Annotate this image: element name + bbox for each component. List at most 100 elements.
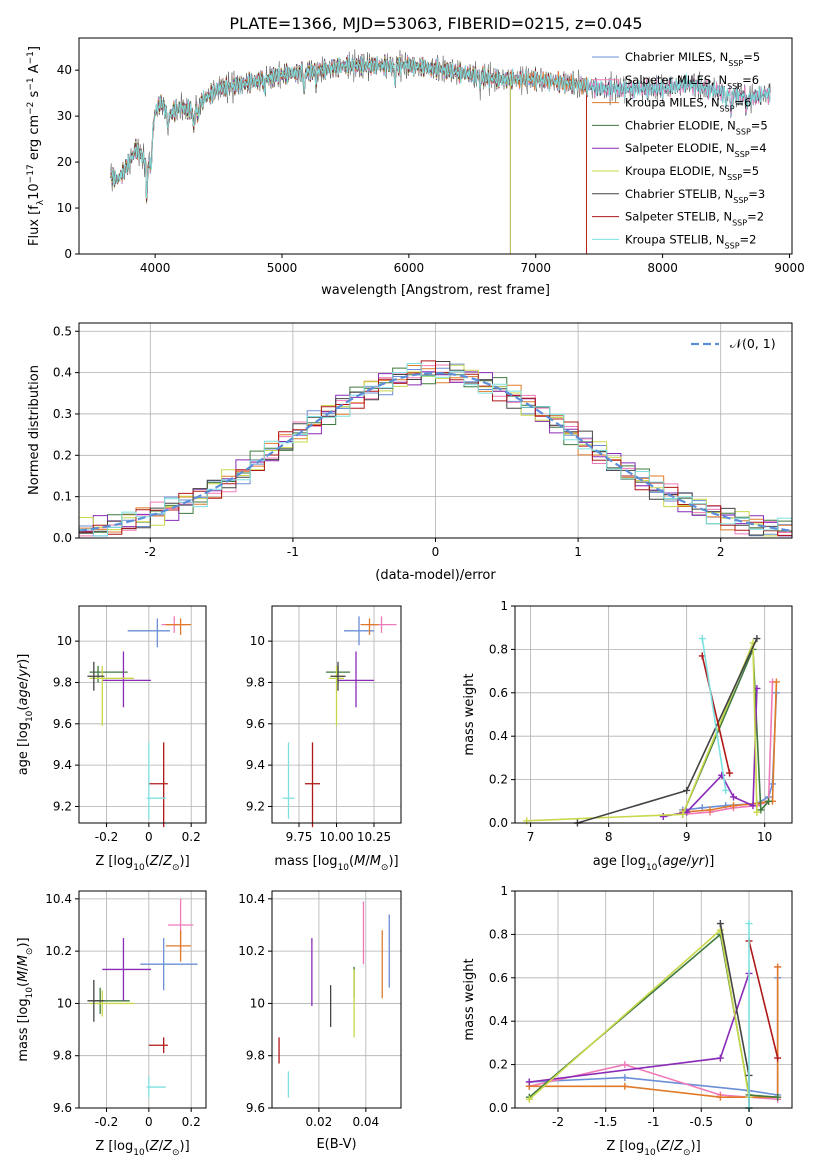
massweight-vs-Z-series-marker bbox=[716, 1093, 724, 1101]
mass-vs-Z-frame bbox=[78, 890, 207, 1109]
spectrum-legend-label: Chabrier ELODIE, NSSP=5 bbox=[625, 118, 768, 136]
figure-title: PLATE=1366, MJD=53063, FIBERID=0215, z=0… bbox=[229, 14, 642, 33]
spectrum-plot-area bbox=[110, 49, 771, 254]
massweight-vs-age-series-marker bbox=[722, 786, 730, 794]
spectrum-x-axis-label: wavelength [Angstrom, rest frame] bbox=[321, 283, 550, 298]
age-vs-mass-ytick-label: 9.4 bbox=[246, 758, 265, 772]
spectrum-model-line bbox=[110, 54, 587, 254]
mass-vs-Z-plot-area bbox=[87, 898, 198, 1098]
age-vs-mass-xtick-label: 10.25 bbox=[357, 830, 391, 844]
residuals-ytick-label: 0.4 bbox=[53, 366, 72, 380]
massweight-vs-age-xtick-label: 8 bbox=[605, 830, 613, 844]
residuals-panel: -2 -1 0 1 2 0.0 0.1 0.2 0.3 0.4 0.5 𝒩(0, 1) bbox=[53, 322, 793, 559]
massweight-vs-Z-series-marker bbox=[774, 963, 782, 971]
residuals-xtick-label: -2 bbox=[144, 545, 156, 559]
massweight-vs-Z-series-line bbox=[748, 940, 779, 1059]
mass-vs-ebv-x-axis-label: E(B-V) bbox=[316, 1137, 356, 1152]
mass-vs-ebv-ytick-label: 10.2 bbox=[238, 944, 265, 958]
massweight-vs-Z-series-marker bbox=[745, 920, 753, 928]
massweight-vs-age-xtick-label: 9 bbox=[683, 830, 691, 844]
mass-vs-Z-xtick-label: 0 bbox=[145, 1115, 153, 1129]
spectrum-ytick-label: 30 bbox=[57, 109, 72, 123]
spectrum-model-line bbox=[110, 54, 511, 254]
massweight-vs-Z-y-axis-label: mass weight bbox=[462, 958, 477, 1040]
age-vs-mass-ytick-label: 9.6 bbox=[246, 717, 265, 731]
massweight-vs-Z-series-line bbox=[528, 928, 750, 1100]
spectrum-legend-label: Kroupa STELIB, NSSP=2 bbox=[625, 232, 756, 250]
mass-vs-ebv-panel: 0.02 0.04 9.6 9.8 10 10.2 10.4 bbox=[238, 890, 402, 1129]
massweight-vs-age-frame bbox=[514, 605, 793, 824]
massweight-vs-age-series-marker bbox=[722, 802, 730, 810]
age-vs-Z-frame bbox=[78, 605, 207, 824]
age-vs-mass-x-axis-label: mass [log10(M/M⊙)] bbox=[274, 854, 398, 873]
massweight-vs-age-series-marker bbox=[749, 802, 757, 810]
massweight-vs-age-series-line bbox=[682, 692, 778, 811]
residual-histogram bbox=[79, 361, 792, 536]
massweight-vs-age-x-axis-label: age [log10(age/yr)] bbox=[593, 854, 715, 873]
mass-vs-Z-y-axis-label: mass [log10(M/M⊙)] bbox=[16, 937, 35, 1061]
mass-vs-ebv-xtick-label: 0.02 bbox=[306, 1115, 333, 1129]
residuals-xtick-label: 1 bbox=[574, 545, 582, 559]
massweight-vs-Z-series-marker bbox=[716, 1054, 724, 1062]
age-vs-mass-ytick-label: 9.2 bbox=[246, 799, 265, 813]
massweight-vs-Z-xtick-label: -0.5 bbox=[690, 1115, 713, 1129]
age-vs-mass-ytick-label: 10 bbox=[250, 634, 265, 648]
massweight-vs-Z-series-marker bbox=[621, 1082, 629, 1090]
massweight-vs-age-plot-area bbox=[523, 635, 780, 827]
massweight-vs-age-series-marker bbox=[679, 810, 687, 818]
massweight-vs-Z-series-marker bbox=[774, 1093, 782, 1101]
spectrum-ytick-label: 20 bbox=[57, 155, 72, 169]
massweight-vs-age-series-line bbox=[701, 638, 727, 791]
mass-vs-ebv-frame bbox=[271, 890, 402, 1109]
massweight-vs-age-panel: 7 8 9 10 0.0 0.2 0.4 0.6 0.8 1 bbox=[489, 599, 793, 844]
age-vs-mass-plot-area bbox=[282, 616, 397, 828]
massweight-vs-age-series-line bbox=[701, 655, 731, 774]
spectrum-legend-label: Chabrier STELIB, NSSP=3 bbox=[625, 187, 765, 205]
massweight-vs-Z-ytick-label: 0.4 bbox=[489, 1014, 508, 1028]
mass-vs-Z-xtick-label: -0.2 bbox=[95, 1115, 118, 1129]
mass-vs-ebv-ytick-label: 9.6 bbox=[246, 1101, 265, 1115]
massweight-vs-age-ytick-label: 0.8 bbox=[489, 642, 508, 656]
massweight-vs-age-series-marker bbox=[753, 808, 761, 816]
mass-vs-Z-ytick-label: 9.6 bbox=[53, 1101, 72, 1115]
massweight-vs-age-series-marker bbox=[757, 806, 765, 814]
spectrum-model-line bbox=[110, 55, 771, 199]
age-vs-Z-xtick-label: 0 bbox=[145, 830, 153, 844]
residuals-xtick-label: 0 bbox=[432, 545, 440, 559]
residuals-ytick-label: 0.1 bbox=[53, 490, 72, 504]
age-vs-mass-ytick-label: 9.8 bbox=[246, 675, 265, 689]
mass-vs-ebv-xtick-label: 0.04 bbox=[352, 1115, 379, 1129]
massweight-vs-age-series-marker bbox=[753, 635, 761, 643]
spectrum-xtick-label: 8000 bbox=[647, 261, 678, 275]
mass-vs-ebv-ytick-label: 9.8 bbox=[246, 1049, 265, 1063]
mass-vs-ebv-ytick-label: 10.4 bbox=[238, 892, 265, 906]
age-vs-Z-plot-area bbox=[87, 616, 192, 828]
massweight-vs-age-y-axis-label: mass weight bbox=[462, 673, 477, 755]
spectrum-xtick-label: 4000 bbox=[140, 261, 171, 275]
massweight-vs-age-series-marker bbox=[772, 678, 780, 686]
spectrum-legend-label: Salpeter MILES, NSSP=6 bbox=[625, 73, 759, 91]
spectrum-model-line bbox=[110, 54, 511, 254]
massweight-vs-Z-series-marker bbox=[621, 1061, 629, 1069]
mass-vs-ebv-plot-area bbox=[278, 901, 390, 1098]
massweight-vs-Z-panel: -2 -1.5 -1 -0.5 0 0.0 0.2 0.4 0.6 0.8 1 bbox=[489, 884, 793, 1129]
massweight-vs-Z-xtick-label: -2 bbox=[552, 1115, 564, 1129]
residuals-ytick-label: 0.0 bbox=[53, 531, 72, 545]
age-vs-Z-ytick-label: 9.6 bbox=[53, 717, 72, 731]
age-vs-Z-xtick-label: -0.2 bbox=[95, 830, 118, 844]
residuals-ytick-label: 0.5 bbox=[53, 324, 72, 338]
spectrum-legend-label: Salpeter ELODIE, NSSP=4 bbox=[625, 141, 767, 159]
age-vs-Z-ytick-label: 9.2 bbox=[53, 799, 72, 813]
residuals-plot-area bbox=[78, 360, 793, 537]
massweight-vs-Z-ytick-label: 1 bbox=[500, 884, 508, 898]
spectrum-ytick-label: 10 bbox=[57, 201, 72, 215]
massweight-vs-age-ytick-label: 0.6 bbox=[489, 686, 508, 700]
spectrum-xtick-label: 7000 bbox=[520, 261, 551, 275]
massweight-vs-age-series-marker bbox=[729, 802, 737, 810]
age-vs-Z-ytick-label: 9.4 bbox=[53, 758, 72, 772]
massweight-vs-age-series-marker bbox=[726, 769, 734, 777]
massweight-vs-age-series-marker bbox=[698, 635, 706, 643]
massweight-vs-age-series-line bbox=[682, 649, 770, 815]
spectrum-xtick-label: 5000 bbox=[267, 261, 298, 275]
